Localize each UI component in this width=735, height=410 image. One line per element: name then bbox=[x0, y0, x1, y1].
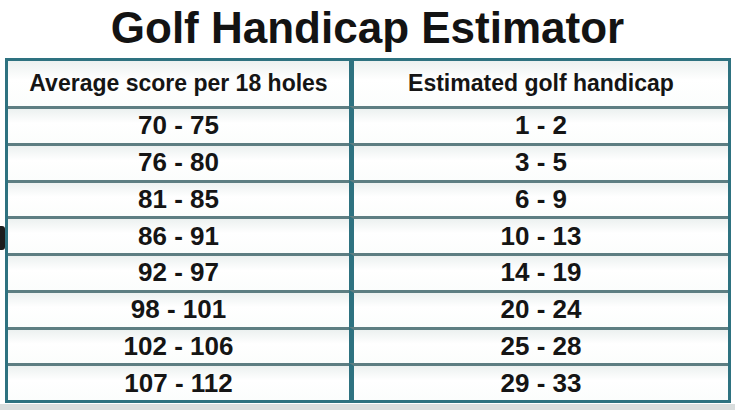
score-range-cell: 76 - 80 bbox=[8, 143, 349, 180]
handicap-range-cell: 6 - 9 bbox=[349, 180, 728, 217]
handicap-range-cell: 1 - 2 bbox=[349, 106, 728, 143]
column-header-estimated-handicap: Estimated golf handicap bbox=[349, 61, 728, 106]
handicap-table: Average score per 18 holes Estimated gol… bbox=[5, 58, 731, 403]
edge-artifact bbox=[0, 226, 5, 250]
handicap-range-cell: 25 - 28 bbox=[349, 327, 728, 364]
score-range-cell: 70 - 75 bbox=[8, 106, 349, 143]
score-range-cell: 81 - 85 bbox=[8, 180, 349, 217]
score-range-cell: 107 - 112 bbox=[8, 363, 349, 400]
handicap-range-cell: 29 - 33 bbox=[349, 363, 728, 400]
score-range-cell: 92 - 97 bbox=[8, 253, 349, 290]
handicap-range-cell: 20 - 24 bbox=[349, 290, 728, 327]
page-title: Golf Handicap Estimator bbox=[0, 0, 735, 56]
handicap-range-cell: 14 - 19 bbox=[349, 253, 728, 290]
page: Golf Handicap Estimator Average score pe… bbox=[0, 0, 735, 410]
score-range-cell: 98 - 101 bbox=[8, 290, 349, 327]
score-range-cell: 86 - 91 bbox=[8, 216, 349, 253]
handicap-range-cell: 3 - 5 bbox=[349, 143, 728, 180]
bottom-strip bbox=[0, 404, 735, 410]
score-range-cell: 102 - 106 bbox=[8, 327, 349, 364]
column-header-average-score: Average score per 18 holes bbox=[8, 61, 349, 106]
handicap-range-cell: 10 - 13 bbox=[349, 216, 728, 253]
